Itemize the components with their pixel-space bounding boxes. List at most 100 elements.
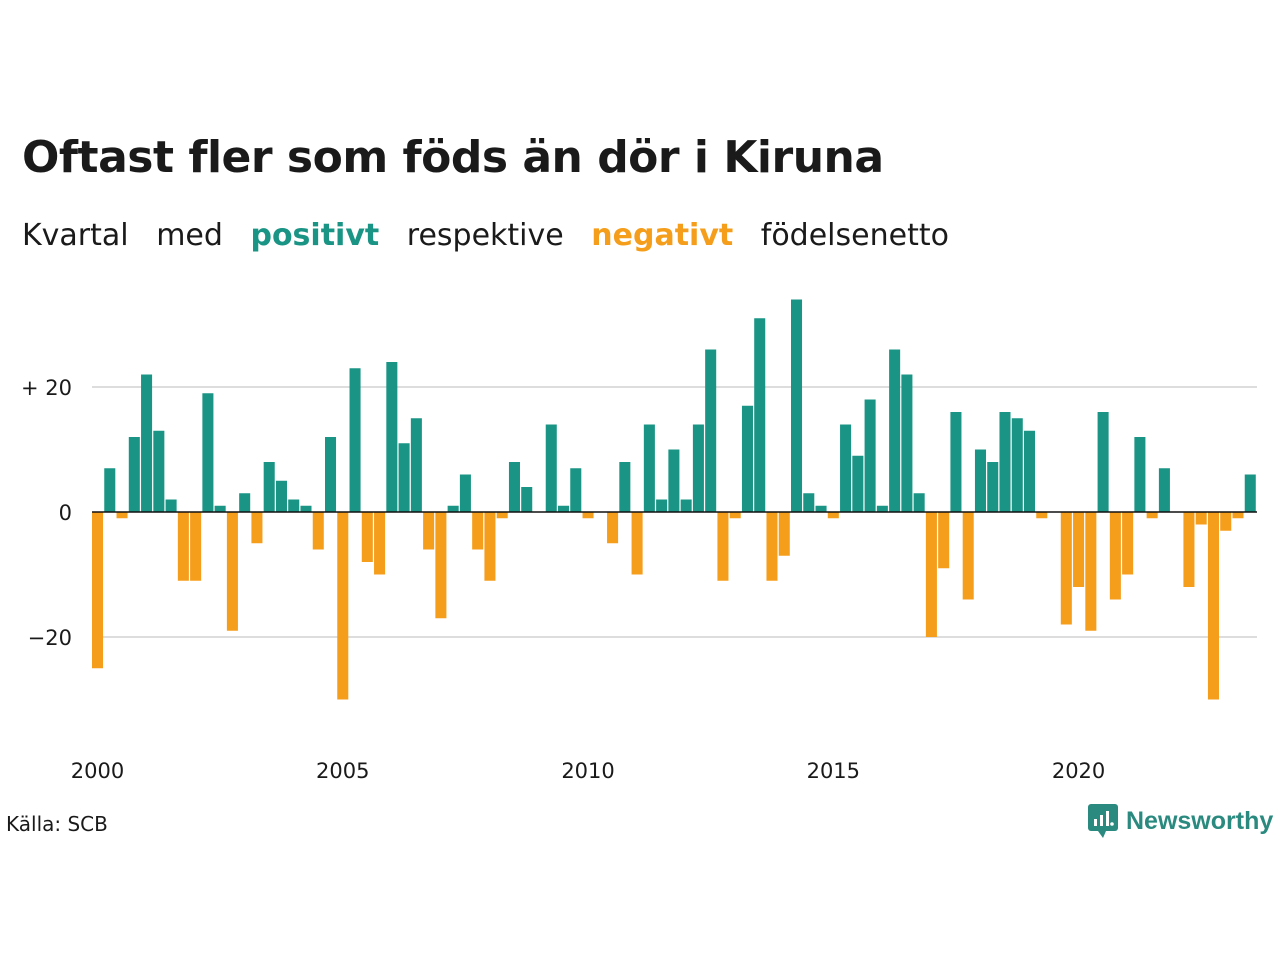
bar	[705, 349, 717, 512]
y-tick-label: 0	[59, 501, 72, 525]
bar	[1195, 512, 1207, 525]
x-tick-label: 2005	[316, 759, 369, 783]
bar	[864, 399, 876, 512]
bar	[692, 424, 704, 512]
bar	[901, 374, 913, 512]
bar	[496, 512, 508, 519]
source-note: Källa: SCB	[6, 812, 108, 836]
brand-logo: Newsworthy	[1088, 804, 1273, 838]
bar	[570, 468, 582, 512]
bar	[251, 512, 263, 544]
bar	[1109, 512, 1121, 600]
bar	[1060, 512, 1072, 625]
bar	[729, 512, 741, 519]
bar	[165, 499, 177, 512]
bar	[312, 512, 324, 550]
bar	[815, 505, 827, 512]
bar	[631, 512, 643, 575]
bar	[974, 449, 986, 512]
bar	[1158, 468, 1170, 512]
subtitle-word: respektive	[406, 218, 564, 253]
bar	[386, 362, 398, 512]
bar	[104, 468, 116, 512]
bar	[1134, 437, 1146, 512]
bar	[962, 512, 974, 600]
bar	[1097, 412, 1109, 512]
bar	[741, 405, 753, 512]
bar	[1207, 512, 1219, 700]
bar	[791, 299, 803, 512]
bar	[913, 493, 925, 512]
x-tick-label: 2015	[807, 759, 860, 783]
bar	[643, 424, 655, 512]
grid-lines	[92, 386, 1257, 638]
bar	[423, 512, 435, 550]
subtitle-word: Kvartal	[22, 218, 129, 253]
bar	[545, 424, 557, 512]
x-tick-label: 2020	[1052, 759, 1105, 783]
x-tick-label: 2000	[71, 759, 124, 783]
bar	[398, 443, 410, 512]
bar	[374, 512, 386, 575]
bar	[1036, 512, 1048, 519]
bar	[288, 499, 300, 512]
bar	[656, 499, 668, 512]
chart-subtitle: Kvartal med positivt respektive negativt…	[22, 218, 967, 253]
bar	[1232, 512, 1244, 519]
subtitle-negative: negativt	[591, 218, 734, 253]
bar	[300, 505, 312, 512]
bar	[349, 368, 361, 512]
bar	[116, 512, 128, 519]
bar	[202, 393, 214, 512]
chart-title: Oftast fler som föds än dör i Kiruna	[22, 132, 884, 183]
bar	[1073, 512, 1085, 587]
subtitle-word: med	[156, 218, 223, 253]
bar	[582, 512, 594, 519]
x-tick-label: 2010	[561, 759, 614, 783]
bar	[275, 480, 287, 512]
bar	[827, 512, 839, 519]
bar	[717, 512, 729, 581]
newsworthy-icon	[1088, 804, 1118, 838]
bar	[410, 418, 422, 512]
bar	[1011, 418, 1023, 512]
bar	[153, 430, 165, 512]
bar	[1146, 512, 1158, 519]
bar	[1085, 512, 1097, 631]
bar	[484, 512, 496, 581]
axis: + 20 0 −20 2000 2005 2010 2015 2020	[21, 376, 1257, 783]
bar	[214, 505, 226, 512]
bar	[226, 512, 238, 631]
bar	[999, 412, 1011, 512]
subtitle-word: födelsenetto	[760, 218, 949, 253]
bar	[840, 424, 852, 512]
bar	[852, 455, 864, 512]
bar	[558, 505, 570, 512]
bar	[619, 462, 631, 512]
bar-chart: + 20 0 −20 2000 2005 2010 2015 2020	[21, 299, 1257, 783]
bar	[435, 512, 447, 619]
bar	[987, 462, 999, 512]
y-tick-label: −20	[28, 626, 72, 650]
bar	[92, 512, 104, 669]
bar	[508, 462, 520, 512]
bar	[754, 318, 766, 512]
bar	[803, 493, 815, 512]
bar	[239, 493, 251, 512]
bar	[668, 449, 680, 512]
bar	[766, 512, 778, 581]
bar	[472, 512, 484, 550]
bar	[177, 512, 189, 581]
bar	[128, 437, 140, 512]
bar	[876, 505, 888, 512]
bar	[950, 412, 962, 512]
bar	[1220, 512, 1232, 531]
bar	[607, 512, 619, 544]
bar	[447, 505, 459, 512]
bar	[889, 349, 901, 512]
bar	[1183, 512, 1195, 587]
bars	[92, 299, 1256, 700]
bar	[1244, 474, 1256, 512]
bar	[778, 512, 790, 556]
bar	[938, 512, 950, 569]
